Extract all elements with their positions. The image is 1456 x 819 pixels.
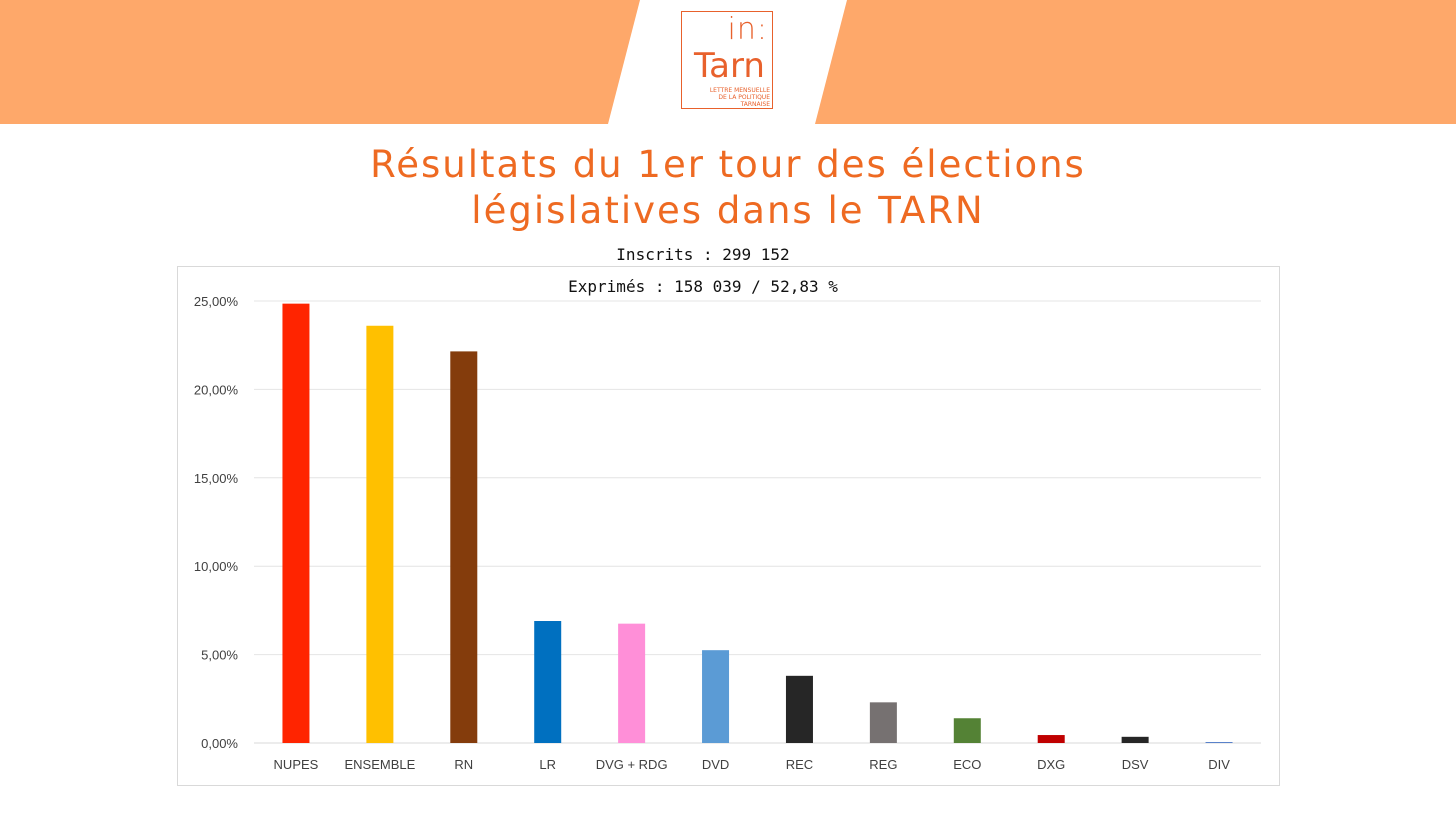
bar-dvg-rdg	[618, 623, 646, 743]
x-category-label-9: DXG	[1037, 757, 1065, 772]
inscrits-label: Inscrits : 299 152	[616, 245, 790, 264]
logo-line-2: Tarn	[694, 46, 765, 86]
exprimes-label: Exprimés : 158 039 / 52,83 %	[568, 277, 838, 296]
bar-chart: 0,00% 5,00% 10,00% 15,00% 20,00% 25,00% NUPES E…	[194, 294, 1261, 772]
x-category-label-5: DVD	[702, 757, 729, 772]
y-tick-label-1: 5,00%	[201, 648, 238, 663]
bar-div	[1205, 742, 1233, 743]
bar-dvd	[702, 650, 730, 743]
y-tick-label-2: 10,00%	[194, 559, 239, 574]
logo-line-1: in:	[727, 12, 768, 47]
x-category-label-1: ENSEMBLE	[344, 757, 415, 772]
x-category-label-7: REG	[869, 757, 897, 772]
logo-tagline-2: DE LA POLITIQUE TARNAISE	[718, 94, 770, 108]
bar-rec	[785, 675, 813, 743]
logo-tagline-1: LETTRE MENSUELLE	[709, 87, 770, 94]
x-category-label-10: DSV	[1122, 757, 1149, 772]
in-tarn-logo: in: Tarn LETTRE MENSUELLE DE LA POLITIQU…	[681, 11, 773, 109]
x-category-label-0: NUPES	[274, 757, 319, 772]
page-title-line-1: Résultats du 1er tour des élections	[370, 143, 1086, 186]
y-tick-label-0: 0,00%	[201, 736, 238, 751]
bar-dsv	[1121, 736, 1149, 743]
x-category-label-6: REC	[786, 757, 813, 772]
bar-eco	[953, 718, 981, 743]
x-category-label-8: ECO	[953, 757, 981, 772]
header-banner	[0, 0, 1456, 124]
x-category-label-3: LR	[539, 757, 556, 772]
y-tick-label-3: 15,00%	[194, 471, 239, 486]
bar-ensemble	[366, 325, 394, 743]
bar-rn	[450, 351, 478, 743]
bar-reg	[869, 702, 897, 743]
y-tick-label-4: 20,00%	[194, 382, 239, 397]
bar-lr	[534, 621, 562, 743]
bar-dxg	[1037, 735, 1065, 743]
logo-tagline: LETTRE MENSUELLE DE LA POLITIQUE TARNAIS…	[696, 87, 770, 108]
chart-area: 0,00% 5,00% 10,00% 15,00% 20,00% 25,00% NUPES E…	[177, 266, 1280, 786]
x-category-label-2: RN	[454, 757, 473, 772]
banner-left-band	[0, 0, 640, 124]
banner-right-band	[815, 0, 1456, 124]
page-title-line-2: législatives dans le TARN	[471, 189, 985, 232]
page-title: Résultats du 1er tour des élections légi…	[228, 142, 1228, 234]
bar-nupes	[282, 303, 310, 743]
x-category-label-4: DVG + RDG	[596, 757, 668, 772]
y-tick-label-5: 25,00%	[194, 294, 239, 309]
x-category-label-11: DIV	[1208, 757, 1230, 772]
